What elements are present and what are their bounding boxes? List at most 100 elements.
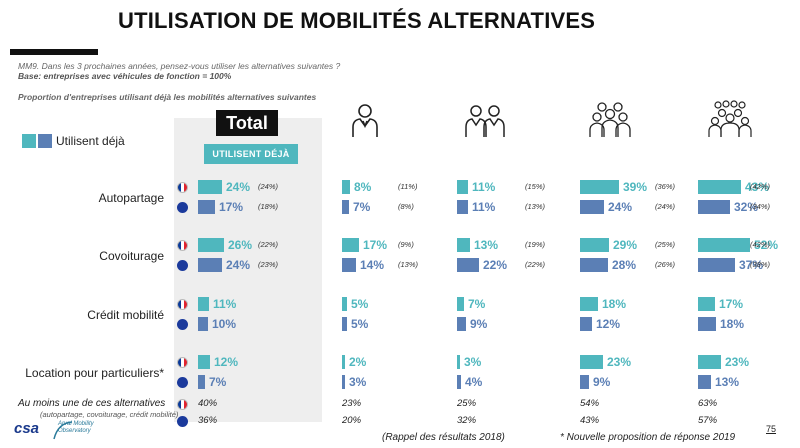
at-least-one-value: 23% — [342, 398, 362, 409]
at-least-one-value: 40% — [198, 398, 218, 409]
data-label: 2% — [349, 355, 367, 369]
person-icon — [352, 104, 378, 137]
bar-europe — [342, 317, 347, 331]
at-least-one-value: 36% — [198, 415, 218, 426]
bar-europe — [198, 375, 205, 389]
data-label: 5% — [351, 297, 369, 311]
france-flag-icon — [177, 240, 188, 251]
total-label: Total — [216, 110, 278, 136]
bar-france — [698, 180, 741, 194]
bar-france — [580, 180, 619, 194]
data-label: 24% — [608, 200, 633, 214]
previous-year-label: (26%) — [655, 260, 676, 269]
title-underline — [10, 49, 98, 55]
data-label: 37% — [739, 258, 764, 272]
europe-flag-icon — [177, 202, 188, 213]
footer-recall-note: (Rappel des résultats 2018) — [382, 432, 505, 443]
data-label: 29% — [613, 238, 638, 252]
data-label: 24% — [226, 180, 251, 194]
data-label: 12% — [596, 317, 621, 331]
bar-europe — [457, 200, 468, 214]
data-label: 12% — [214, 355, 239, 369]
arval-logo-icon — [53, 421, 73, 440]
data-label: 3% — [349, 375, 367, 389]
data-label: 18% — [720, 317, 745, 331]
bar-france — [580, 355, 603, 369]
bar-france — [698, 297, 715, 311]
europe-flag-icon — [177, 260, 188, 271]
csa-logo: csa — [14, 420, 40, 437]
data-label: 24% — [226, 258, 251, 272]
bar-france — [698, 355, 721, 369]
arval-logo-text: Arval Mobility Observatory — [58, 421, 94, 434]
data-label: 3% — [464, 355, 482, 369]
previous-year-label: (36%) — [655, 182, 676, 191]
previous-year-label: (22%) — [525, 260, 546, 269]
previous-year-label: (15%) — [525, 182, 546, 191]
data-label: 11% — [472, 200, 496, 214]
group-icon — [589, 102, 631, 137]
at-least-one-value: 54% — [580, 398, 600, 409]
data-label: 13% — [474, 238, 499, 252]
data-label: 52% — [754, 238, 779, 252]
data-label: 13% — [715, 375, 740, 389]
legend-label: Utilisent déjà — [56, 134, 125, 148]
bar-europe — [580, 200, 604, 214]
europe-flag-icon — [177, 319, 188, 330]
page-number: 75 — [766, 424, 777, 434]
data-label: 10% — [212, 317, 237, 331]
bar-europe — [457, 317, 466, 331]
bar-europe — [698, 258, 735, 272]
data-label: 22% — [483, 258, 508, 272]
previous-year-label: (24%) — [655, 202, 676, 211]
bar-europe — [580, 258, 608, 272]
at-least-one-value: 32% — [457, 415, 477, 426]
base-text: Base: entreprises avec véhicules de fonc… — [18, 71, 232, 81]
bar-france — [457, 180, 468, 194]
bar-france — [457, 355, 460, 369]
previous-year-label: (25%) — [655, 240, 676, 249]
data-label: 17% — [363, 238, 388, 252]
data-label: 43% — [745, 180, 770, 194]
bar-europe — [342, 375, 345, 389]
data-label: 7% — [353, 200, 371, 214]
already-using-badge: UTILISENT DÉJÀ — [204, 144, 298, 164]
large-group-icon — [708, 100, 752, 137]
data-label: 17% — [719, 297, 744, 311]
previous-year-label: (24%) — [258, 182, 279, 191]
bar-europe — [342, 200, 349, 214]
at-least-one-value: 57% — [698, 415, 718, 426]
france-flag-icon — [177, 357, 188, 368]
page-title: UTILISATION DE MOBILITÉS ALTERNATIVES — [118, 8, 596, 33]
bar-europe — [580, 375, 589, 389]
legend-swatch-europe — [38, 134, 52, 148]
europe-flag-icon — [177, 377, 188, 388]
france-flag-icon — [177, 182, 188, 193]
bar-france — [457, 238, 470, 252]
at-least-one-value: 25% — [457, 398, 477, 409]
bar-europe — [198, 200, 215, 214]
previous-year-label: (38%) — [750, 260, 771, 269]
previous-year-label: (19%) — [525, 240, 546, 249]
data-label: 23% — [725, 355, 750, 369]
at-least-one-value: 63% — [698, 398, 718, 409]
data-label: 5% — [351, 317, 369, 331]
bar-france — [698, 238, 750, 252]
bar-france — [342, 238, 359, 252]
proportion-text: Proportion d'entreprises utilisant déjà … — [18, 92, 317, 102]
france-flag-icon — [177, 299, 188, 310]
previous-year-label: (9%) — [398, 240, 414, 249]
previous-year-label: (11%) — [398, 182, 418, 191]
bar-france — [580, 297, 598, 311]
legend-swatch-france — [22, 134, 36, 148]
bar-france — [457, 297, 464, 311]
data-label: 8% — [354, 180, 372, 194]
data-label: 39% — [623, 180, 648, 194]
bar-france — [580, 238, 609, 252]
category-label: Crédit mobilité — [87, 308, 164, 322]
category-label: Covoiturage — [99, 249, 164, 263]
bar-europe — [698, 375, 711, 389]
data-label: 9% — [593, 375, 611, 389]
category-label: Location pour particuliers* — [25, 366, 164, 380]
bar-europe — [457, 258, 479, 272]
